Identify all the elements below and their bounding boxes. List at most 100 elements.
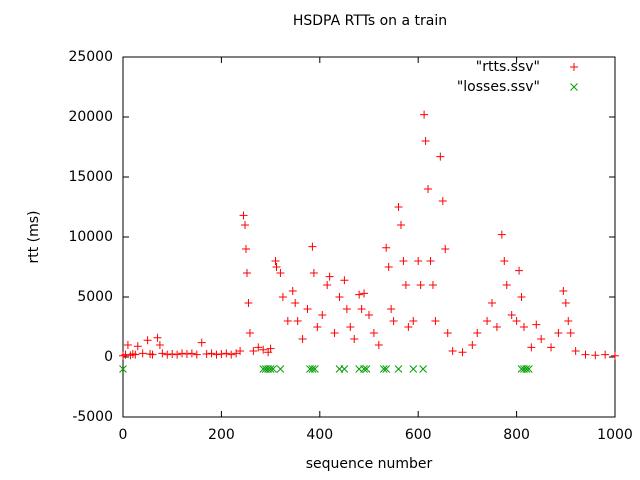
data-point bbox=[309, 269, 318, 277]
data-point bbox=[547, 343, 556, 352]
data-point bbox=[571, 347, 580, 355]
data-point bbox=[443, 329, 452, 337]
data-point bbox=[419, 365, 427, 373]
data-point bbox=[133, 342, 142, 351]
legend-label: "losses.ssv" bbox=[457, 79, 540, 95]
data-point bbox=[431, 317, 440, 325]
data-point bbox=[365, 311, 373, 319]
legend-marker bbox=[570, 63, 578, 71]
data-point bbox=[483, 317, 492, 325]
data-point bbox=[153, 333, 162, 342]
data-point bbox=[278, 293, 287, 301]
data-point bbox=[394, 203, 403, 211]
data-point bbox=[527, 343, 536, 352]
data-point bbox=[500, 257, 509, 265]
data-point bbox=[288, 287, 297, 295]
data-point bbox=[350, 335, 359, 343]
data-point bbox=[611, 351, 619, 360]
data-point bbox=[212, 350, 221, 359]
data-point bbox=[276, 365, 285, 373]
data-point bbox=[239, 211, 248, 220]
data-point bbox=[438, 197, 447, 205]
data-point bbox=[497, 230, 506, 239]
data-point bbox=[369, 329, 378, 337]
data-point bbox=[291, 299, 300, 307]
data-point bbox=[217, 350, 226, 358]
chart-title: HSDPA RTTs on a train bbox=[293, 13, 447, 29]
data-point bbox=[271, 257, 280, 265]
data-point bbox=[182, 350, 191, 358]
data-point bbox=[414, 257, 423, 265]
data-point bbox=[163, 350, 172, 359]
data-point bbox=[488, 299, 496, 307]
data-point bbox=[227, 350, 236, 359]
data-point bbox=[121, 350, 130, 359]
data-point bbox=[236, 347, 245, 355]
y-axis-label: rtt (ms) bbox=[26, 210, 42, 263]
data-point bbox=[202, 350, 211, 358]
data-point bbox=[409, 365, 418, 373]
data-point bbox=[507, 311, 516, 319]
data-point bbox=[601, 350, 610, 359]
data-point bbox=[591, 351, 600, 360]
y-tick-label: 10000 bbox=[68, 229, 113, 245]
data-point bbox=[293, 317, 302, 325]
data-point bbox=[330, 329, 339, 337]
data-point bbox=[357, 305, 366, 313]
data-point bbox=[416, 281, 425, 289]
data-point bbox=[564, 317, 573, 325]
data-point bbox=[308, 365, 317, 373]
data-point bbox=[581, 350, 590, 359]
data-point bbox=[399, 257, 408, 265]
data-point bbox=[404, 323, 413, 331]
legend-marker bbox=[570, 83, 578, 91]
data-point bbox=[249, 347, 258, 355]
legend-label: "rtts.ssv" bbox=[476, 59, 540, 75]
data-point bbox=[420, 110, 429, 119]
data-point bbox=[561, 299, 570, 307]
data-point bbox=[276, 269, 285, 277]
data-point bbox=[525, 365, 533, 373]
data-point bbox=[242, 245, 250, 253]
data-point bbox=[382, 365, 391, 373]
data-point bbox=[394, 365, 403, 373]
data-point bbox=[458, 348, 467, 357]
data-point bbox=[502, 281, 511, 289]
data-point bbox=[396, 221, 405, 229]
data-point bbox=[387, 305, 396, 313]
data-point bbox=[522, 365, 531, 373]
data-point bbox=[119, 365, 127, 373]
data-point bbox=[382, 243, 391, 252]
data-point bbox=[266, 344, 275, 353]
data-point bbox=[342, 305, 351, 313]
data-point bbox=[197, 338, 206, 347]
data-point bbox=[143, 336, 152, 345]
data-point bbox=[532, 320, 541, 329]
data-point bbox=[123, 341, 132, 349]
data-point bbox=[428, 281, 437, 289]
data-point bbox=[515, 266, 524, 275]
data-point bbox=[173, 350, 182, 359]
data-point bbox=[308, 242, 317, 251]
data-point bbox=[537, 335, 546, 343]
data-point bbox=[409, 317, 418, 325]
data-point bbox=[244, 299, 253, 307]
x-tick-label: 800 bbox=[503, 427, 530, 443]
data-point bbox=[566, 329, 575, 337]
y-tick-label: -5000 bbox=[72, 409, 113, 425]
data-point bbox=[207, 349, 216, 358]
data-point bbox=[323, 281, 332, 289]
data-point bbox=[424, 185, 433, 193]
data-point bbox=[158, 349, 167, 358]
data-point bbox=[318, 311, 327, 319]
data-point bbox=[436, 152, 445, 161]
data-point bbox=[266, 365, 275, 373]
data-point bbox=[448, 347, 457, 355]
data-point bbox=[389, 317, 398, 325]
data-point bbox=[519, 323, 528, 331]
data-point bbox=[269, 365, 277, 373]
data-point bbox=[360, 289, 369, 298]
data-point bbox=[311, 365, 319, 373]
x-tick-label: 600 bbox=[405, 427, 432, 443]
y-tick-label: 0 bbox=[104, 349, 113, 365]
